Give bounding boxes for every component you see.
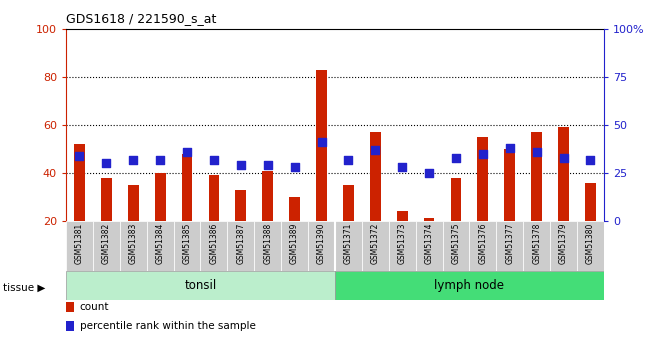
Bar bbox=[66, 271, 335, 300]
Text: GSM51377: GSM51377 bbox=[506, 222, 514, 264]
Text: GSM51382: GSM51382 bbox=[102, 222, 111, 264]
Bar bbox=[66, 221, 93, 271]
Text: GSM51376: GSM51376 bbox=[478, 222, 487, 264]
Bar bbox=[550, 221, 577, 271]
Bar bbox=[416, 221, 442, 271]
Text: count: count bbox=[80, 302, 109, 312]
Bar bbox=[577, 221, 604, 271]
Point bbox=[182, 149, 192, 155]
Point bbox=[478, 151, 488, 157]
Text: tonsil: tonsil bbox=[184, 279, 216, 292]
Text: GSM51381: GSM51381 bbox=[75, 222, 84, 264]
Point bbox=[263, 162, 273, 168]
Bar bbox=[477, 137, 488, 221]
Bar bbox=[316, 70, 327, 221]
Point bbox=[101, 160, 112, 166]
Point bbox=[316, 139, 327, 145]
Point bbox=[531, 149, 542, 155]
Point bbox=[236, 162, 246, 168]
Text: GSM51390: GSM51390 bbox=[317, 222, 326, 264]
Bar bbox=[201, 221, 227, 271]
Text: GSM51373: GSM51373 bbox=[398, 222, 407, 264]
Point bbox=[289, 165, 300, 170]
Bar bbox=[281, 221, 308, 271]
Point bbox=[504, 145, 515, 151]
Text: GSM51379: GSM51379 bbox=[559, 222, 568, 264]
Bar bbox=[389, 221, 416, 271]
Bar bbox=[227, 221, 254, 271]
Text: GSM51388: GSM51388 bbox=[263, 222, 272, 264]
Bar bbox=[335, 271, 604, 300]
Text: GSM51375: GSM51375 bbox=[451, 222, 461, 264]
Text: GDS1618 / 221590_s_at: GDS1618 / 221590_s_at bbox=[66, 12, 216, 25]
Bar bbox=[504, 149, 515, 221]
Bar bbox=[335, 221, 362, 271]
Bar bbox=[154, 173, 166, 221]
Bar bbox=[174, 221, 201, 271]
Point bbox=[209, 157, 219, 162]
Text: GSM51383: GSM51383 bbox=[129, 222, 138, 264]
Text: GSM51386: GSM51386 bbox=[209, 222, 218, 264]
Bar bbox=[128, 185, 139, 221]
Bar bbox=[370, 132, 381, 221]
Point bbox=[558, 155, 569, 160]
Text: GSM51372: GSM51372 bbox=[371, 222, 379, 264]
Point bbox=[155, 157, 166, 162]
Text: GSM51387: GSM51387 bbox=[236, 222, 246, 264]
Text: GSM51385: GSM51385 bbox=[183, 222, 191, 264]
Bar bbox=[254, 221, 281, 271]
Point bbox=[74, 153, 84, 158]
Text: GSM51374: GSM51374 bbox=[424, 222, 434, 264]
Bar bbox=[308, 221, 335, 271]
Bar bbox=[362, 221, 389, 271]
Text: tissue ▶: tissue ▶ bbox=[3, 283, 46, 293]
Bar bbox=[236, 190, 246, 221]
Bar bbox=[424, 218, 434, 221]
Bar bbox=[397, 211, 408, 221]
Point bbox=[585, 157, 596, 162]
Bar bbox=[101, 178, 112, 221]
Point bbox=[343, 157, 354, 162]
Bar bbox=[147, 221, 174, 271]
Bar bbox=[469, 221, 496, 271]
Bar bbox=[496, 221, 523, 271]
Point bbox=[397, 165, 407, 170]
Bar bbox=[120, 221, 147, 271]
Point bbox=[128, 157, 139, 162]
Bar bbox=[209, 175, 219, 221]
Text: percentile rank within the sample: percentile rank within the sample bbox=[80, 321, 255, 331]
Bar bbox=[93, 221, 120, 271]
Text: GSM51371: GSM51371 bbox=[344, 222, 353, 264]
Bar bbox=[262, 170, 273, 221]
Bar bbox=[531, 132, 542, 221]
Point bbox=[451, 155, 461, 160]
Bar bbox=[558, 127, 569, 221]
Bar bbox=[523, 221, 550, 271]
Bar bbox=[289, 197, 300, 221]
Bar bbox=[343, 185, 354, 221]
Point bbox=[424, 170, 434, 176]
Text: GSM51380: GSM51380 bbox=[586, 222, 595, 264]
Text: GSM51378: GSM51378 bbox=[532, 222, 541, 264]
Bar bbox=[451, 178, 461, 221]
Text: lymph node: lymph node bbox=[434, 279, 504, 292]
Bar bbox=[74, 144, 85, 221]
Text: GSM51384: GSM51384 bbox=[156, 222, 164, 264]
Text: GSM51389: GSM51389 bbox=[290, 222, 299, 264]
Bar bbox=[585, 183, 596, 221]
Bar bbox=[442, 221, 469, 271]
Point bbox=[370, 147, 381, 153]
Bar bbox=[182, 154, 193, 221]
